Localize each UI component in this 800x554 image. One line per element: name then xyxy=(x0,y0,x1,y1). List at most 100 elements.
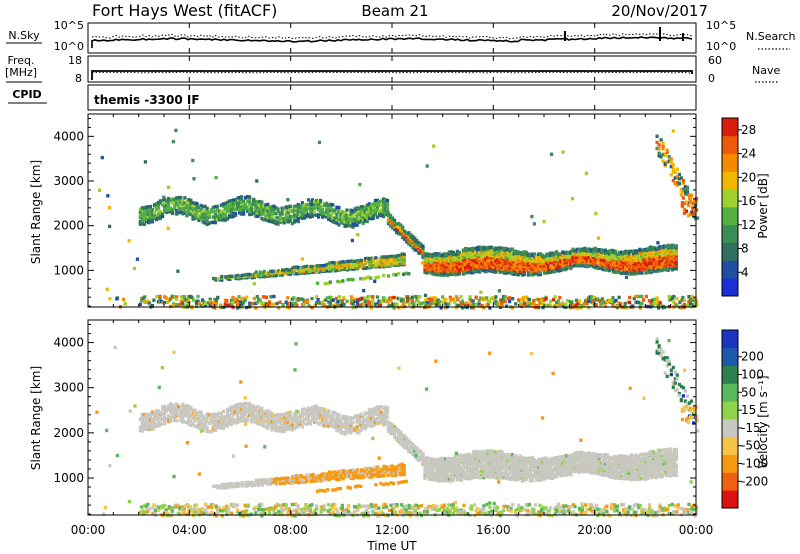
scatter-cell xyxy=(218,276,222,281)
scatter-cell xyxy=(140,214,144,218)
scatter-cell xyxy=(185,420,189,424)
scatter-cell xyxy=(439,479,443,483)
scatter-cell xyxy=(532,265,537,269)
scatter-cell xyxy=(693,208,697,212)
scatter-cell xyxy=(397,227,401,231)
scatter-cell xyxy=(258,212,262,217)
scatter-cell xyxy=(393,427,397,431)
scatter-cell xyxy=(672,260,676,264)
scatter-cell xyxy=(472,258,476,262)
date-title: 20/Nov/2017 xyxy=(611,2,708,20)
scatter-cell xyxy=(660,255,664,260)
scatter-cell xyxy=(478,470,482,474)
scatter-cell xyxy=(227,213,231,218)
scatter-cell xyxy=(439,254,443,258)
scatter-cell xyxy=(433,252,437,256)
scatter-cell xyxy=(601,260,605,265)
scatter-cell xyxy=(402,252,406,257)
scatter-cell xyxy=(482,450,486,454)
scatter-cell xyxy=(278,419,282,423)
scatter-cell xyxy=(611,252,616,256)
scatter-cell xyxy=(679,188,683,192)
scatter-cell xyxy=(378,257,382,261)
scatter-cell xyxy=(476,260,480,264)
scatter-cell xyxy=(666,251,670,255)
scatter-cell xyxy=(480,264,484,269)
scatter-cell xyxy=(242,406,246,410)
scatter-cell xyxy=(632,267,636,271)
scatter-cell xyxy=(205,212,209,217)
scatter-cell xyxy=(333,261,337,265)
scatter-cell xyxy=(494,299,498,303)
scatter-cell xyxy=(361,221,365,225)
scatter-cell xyxy=(359,423,363,427)
scatter-cell xyxy=(260,211,264,215)
scatter-cell xyxy=(355,223,359,227)
scatter-cell xyxy=(187,422,191,426)
scatter-cell xyxy=(318,301,322,305)
scatter-cell xyxy=(524,258,528,262)
scatter-cell xyxy=(163,200,167,205)
scatter-cell xyxy=(593,260,597,265)
scatter-cell xyxy=(309,269,313,273)
scatter-cell xyxy=(367,413,371,418)
scatter-cell xyxy=(459,474,464,479)
scatter-cell xyxy=(240,407,244,411)
scatter-cell xyxy=(459,267,464,271)
scatter-cell xyxy=(364,256,368,261)
scatter-cell xyxy=(482,470,486,474)
scatter-cell xyxy=(437,264,441,269)
scatter-cell xyxy=(630,253,634,257)
scatter-cell xyxy=(373,202,377,206)
scatter-cell xyxy=(379,212,383,216)
scatter-cell xyxy=(240,419,244,423)
scatter-cell xyxy=(521,298,525,302)
scatter-cell xyxy=(300,207,304,211)
scatter-cell xyxy=(555,266,559,270)
scatter-cell xyxy=(148,422,152,426)
scatter-cell xyxy=(355,431,359,435)
scatter-cell xyxy=(240,273,244,278)
scatter-cell xyxy=(660,253,664,258)
scatter-cell xyxy=(342,296,346,300)
scatter-cell xyxy=(205,208,209,212)
scatter-cell xyxy=(443,263,447,267)
scatter-cell xyxy=(370,264,374,268)
scatter-cell xyxy=(242,418,246,423)
scatter-cell xyxy=(313,419,317,423)
scatter-cell xyxy=(498,248,502,252)
scatter-cell xyxy=(227,421,231,426)
scatter-cell xyxy=(431,474,435,479)
scatter-cell xyxy=(368,300,372,305)
scatter-cell xyxy=(242,210,246,214)
scatter-cell xyxy=(177,195,181,200)
scatter-cell xyxy=(193,424,197,428)
scatter-cell xyxy=(144,210,148,214)
scatter-cell xyxy=(561,265,565,269)
scatter-cell xyxy=(665,148,669,153)
scatter-cell xyxy=(260,408,264,413)
scatter-cell xyxy=(246,199,250,203)
freq-label: Freq. xyxy=(7,54,34,67)
scatter-cell xyxy=(431,258,435,263)
scatter-cell xyxy=(246,407,250,411)
scatter-cell xyxy=(193,410,197,415)
scatter-cell xyxy=(670,268,674,272)
scatter-cell xyxy=(457,471,462,475)
scatter-cell xyxy=(337,267,341,271)
scatter-cell xyxy=(587,255,591,259)
scatter-cell xyxy=(451,456,455,461)
scatter-cell xyxy=(201,209,205,213)
scatter-cell xyxy=(544,297,548,301)
scatter-cell xyxy=(205,427,209,432)
scatter-cell xyxy=(673,182,677,186)
scatter-cell xyxy=(199,419,203,423)
scatter-cell xyxy=(270,424,274,428)
scatter-cell xyxy=(256,420,260,424)
scatter-cell xyxy=(615,252,620,256)
scatter-cell xyxy=(233,213,238,217)
scatter-cell xyxy=(693,296,697,301)
scatter-cell xyxy=(231,411,236,415)
scatter-cell xyxy=(397,428,401,432)
scatter-cell xyxy=(146,218,150,222)
